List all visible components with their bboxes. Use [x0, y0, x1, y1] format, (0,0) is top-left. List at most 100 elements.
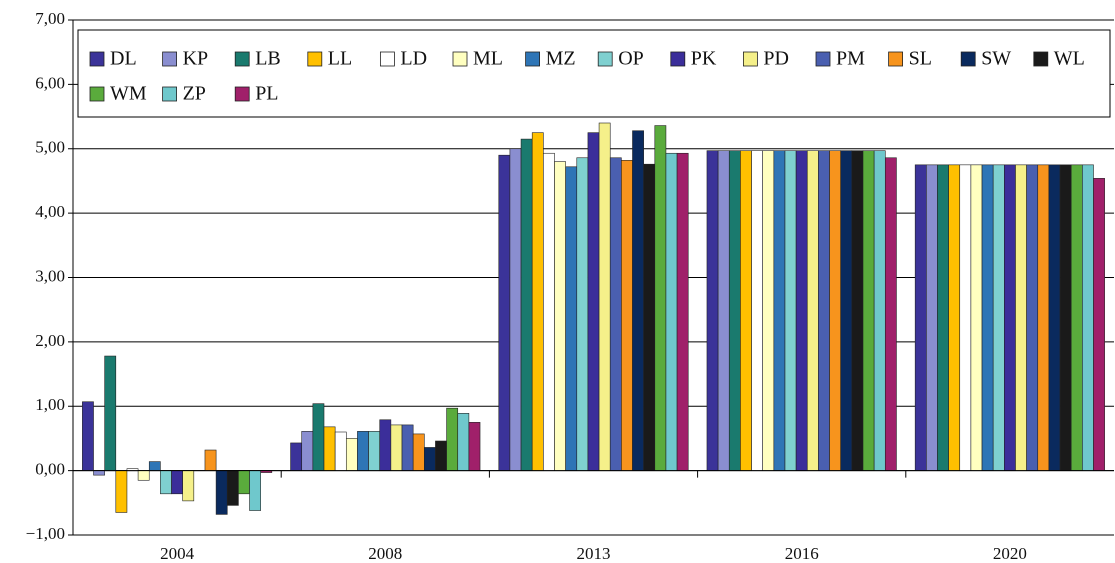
bar: [643, 163, 656, 471]
bar: [290, 442, 303, 471]
legend-label: PM: [836, 48, 865, 70]
bar: [93, 470, 105, 476]
legend-label: ZP: [183, 83, 206, 105]
legend-label: DL: [110, 48, 137, 70]
legend-swatch: [162, 51, 178, 67]
x-tick-label: 2013: [577, 544, 611, 563]
bar: [728, 150, 741, 471]
bar: [829, 150, 842, 471]
bar: [587, 132, 600, 471]
bar: [509, 148, 522, 471]
bar: [970, 164, 983, 471]
bar: [576, 157, 589, 471]
bar: [312, 403, 325, 471]
bar: [137, 470, 150, 481]
bar: [457, 413, 470, 471]
bar: [862, 150, 875, 471]
bar: [884, 157, 897, 471]
y-tick-label: 7,00: [35, 9, 65, 28]
bar: [468, 422, 481, 471]
bar: [717, 150, 730, 471]
bar: [706, 150, 719, 471]
legend-label: PL: [255, 83, 278, 105]
bar: [160, 470, 172, 495]
bar: [762, 150, 775, 471]
y-tick-label: 5,00: [35, 138, 65, 157]
bar: [840, 150, 853, 471]
legend-label: PK: [691, 48, 717, 70]
y-tick-label: 1,00: [35, 395, 65, 414]
legend-swatch: [1033, 51, 1049, 67]
x-tick-label: 2016: [785, 544, 819, 563]
bar: [565, 166, 578, 471]
bar: [148, 461, 161, 471]
bar: [301, 431, 314, 471]
bar: [424, 447, 436, 471]
y-tick-label: 4,00: [35, 202, 65, 221]
bar: [1048, 164, 1061, 471]
legend-label: SW: [981, 48, 1011, 70]
bar: [82, 401, 94, 471]
bar: [654, 125, 667, 471]
bar: [182, 470, 195, 502]
y-tick-label: 3,00: [35, 266, 65, 285]
bar: [621, 160, 633, 471]
bar: [873, 150, 886, 471]
legend-swatch: [234, 86, 250, 102]
bar: [115, 470, 128, 513]
bar: [609, 157, 622, 471]
bar: [171, 470, 183, 495]
legend-label: WM: [110, 83, 147, 105]
bar: [226, 470, 239, 506]
bar: [632, 130, 644, 471]
bar: [1082, 164, 1094, 471]
bar: [357, 431, 369, 471]
bar: [379, 419, 392, 471]
legend-label: LD: [400, 48, 427, 70]
y-tick-label: 6,00: [35, 73, 65, 92]
legend-label: ML: [473, 48, 503, 70]
bar: [345, 438, 358, 471]
bar: [676, 152, 689, 471]
bar: [1037, 164, 1050, 471]
bar: [1070, 164, 1083, 471]
bar: [818, 150, 830, 471]
legend-swatch: [815, 51, 831, 67]
bar: [784, 150, 797, 471]
legend-label: SL: [909, 48, 932, 70]
bar: [334, 431, 347, 471]
bar: [981, 164, 994, 471]
x-tick-label: 2008: [368, 544, 402, 563]
bar: [368, 431, 381, 471]
bar: [992, 164, 1005, 471]
bar: [323, 426, 336, 471]
y-tick-label: 2,00: [35, 331, 65, 350]
y-tick-label: 0,00: [35, 460, 65, 479]
bar: [1015, 164, 1027, 471]
bar: [751, 150, 763, 471]
bar: [249, 470, 261, 511]
x-tick-label: 2004: [160, 544, 195, 563]
legend-label: KP: [183, 48, 209, 70]
bar: [851, 150, 864, 471]
bar: [937, 164, 949, 471]
y-tick-label: −1,00: [26, 524, 65, 543]
bar: [740, 150, 752, 471]
bar: [520, 138, 533, 471]
bar: [543, 152, 555, 471]
legend-label: WL: [1054, 48, 1085, 70]
bar: [598, 122, 611, 471]
legend-label: PD: [763, 48, 789, 70]
bar: [926, 164, 938, 471]
bar: [948, 164, 961, 471]
legend-swatch: [597, 51, 613, 67]
legend-label: LB: [255, 48, 281, 70]
bar: [1093, 178, 1105, 471]
bar: [204, 449, 217, 471]
legend-swatch: [525, 51, 540, 67]
legend-label: LL: [328, 48, 352, 70]
bar: [806, 150, 819, 471]
legend-box: [77, 29, 1111, 118]
legend-swatch: [888, 51, 903, 67]
